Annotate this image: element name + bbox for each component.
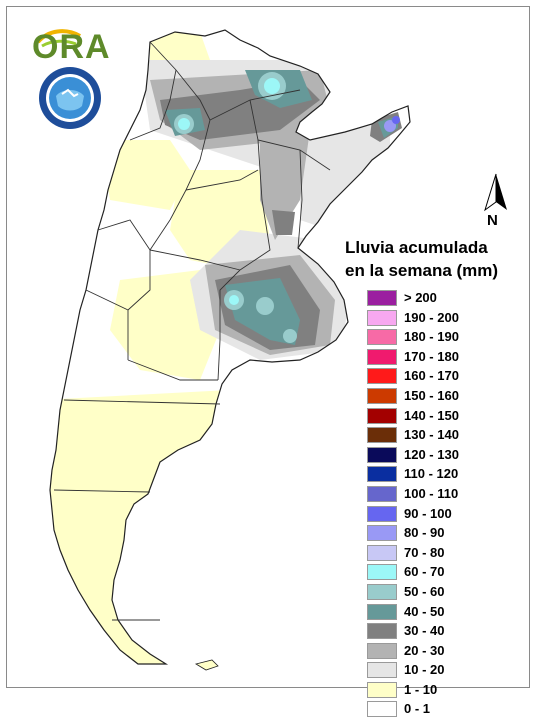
legend-title-line1: Lluvia acumulada: [345, 238, 488, 257]
legend-label: 60 - 70: [404, 564, 445, 580]
legend-swatch: [367, 466, 397, 483]
legend-swatch: [367, 387, 397, 404]
legend-label: 150 - 160: [404, 387, 459, 403]
legend-label: 180 - 190: [404, 329, 459, 345]
legend-swatch: [367, 368, 397, 385]
legend-swatch: [367, 485, 397, 502]
legend-label: 110 - 120: [404, 466, 459, 482]
legend-label: 30 - 40: [404, 623, 445, 639]
legend-swatch: [367, 309, 397, 326]
legend-label: 20 - 30: [404, 642, 445, 658]
legend-label: 160 - 170: [404, 368, 459, 384]
legend-label: 70 - 80: [404, 544, 445, 560]
legend-label: 10 - 20: [404, 662, 445, 678]
legend-swatch: [367, 348, 397, 365]
legend-swatch: [367, 329, 397, 346]
north-label: N: [487, 212, 498, 229]
legend-swatch: [367, 290, 397, 306]
legend-swatch: [367, 623, 397, 640]
legend-label: 0 - 1: [404, 701, 431, 717]
rainfall-map: [49, 29, 411, 671]
legend-label: 170 - 180: [404, 348, 459, 364]
legend-label: > 200: [404, 290, 437, 305]
legend-label: 40 - 50: [404, 603, 445, 619]
legend-swatch: [367, 564, 397, 581]
legend-swatch: [367, 603, 397, 620]
legend-label: 130 - 140: [404, 427, 459, 443]
logo-wordmark: ORA: [32, 28, 111, 66]
legend-title-line2: en la semana (mm): [345, 261, 499, 280]
weather-service-seal-icon: [39, 67, 101, 129]
legend-label: 120 - 130: [404, 446, 459, 462]
legend-swatch: [367, 642, 397, 659]
province-boundaries: [53, 41, 331, 621]
legend-swatch: [367, 525, 397, 542]
legend-swatch: [367, 544, 397, 561]
legend-label: 100 - 110: [404, 485, 459, 501]
legend-swatch: [367, 407, 397, 424]
ora-logo-icon: [36, 29, 81, 48]
legend-swatch: [367, 681, 397, 698]
legend-swatch: [367, 662, 397, 679]
legend-label: 80 - 90: [404, 525, 445, 541]
north-arrow-icon: [484, 173, 507, 212]
legend-label: 50 - 60: [404, 583, 445, 599]
legend-swatch: [367, 505, 397, 522]
country-outline: [49, 29, 411, 665]
legend-title: Lluvia acumulada en la semana (mm): [345, 236, 530, 282]
legend-label: 1 - 10: [404, 681, 438, 697]
legend-swatch: [367, 701, 397, 718]
islands: [194, 659, 219, 671]
legend-label: 90 - 100: [404, 505, 452, 521]
legend-swatch: [367, 446, 397, 463]
legend-label: 140 - 150: [404, 407, 459, 423]
legend-label: 190 - 200: [404, 309, 459, 325]
legend-swatch: [367, 583, 397, 600]
legend-swatch: [367, 427, 397, 444]
